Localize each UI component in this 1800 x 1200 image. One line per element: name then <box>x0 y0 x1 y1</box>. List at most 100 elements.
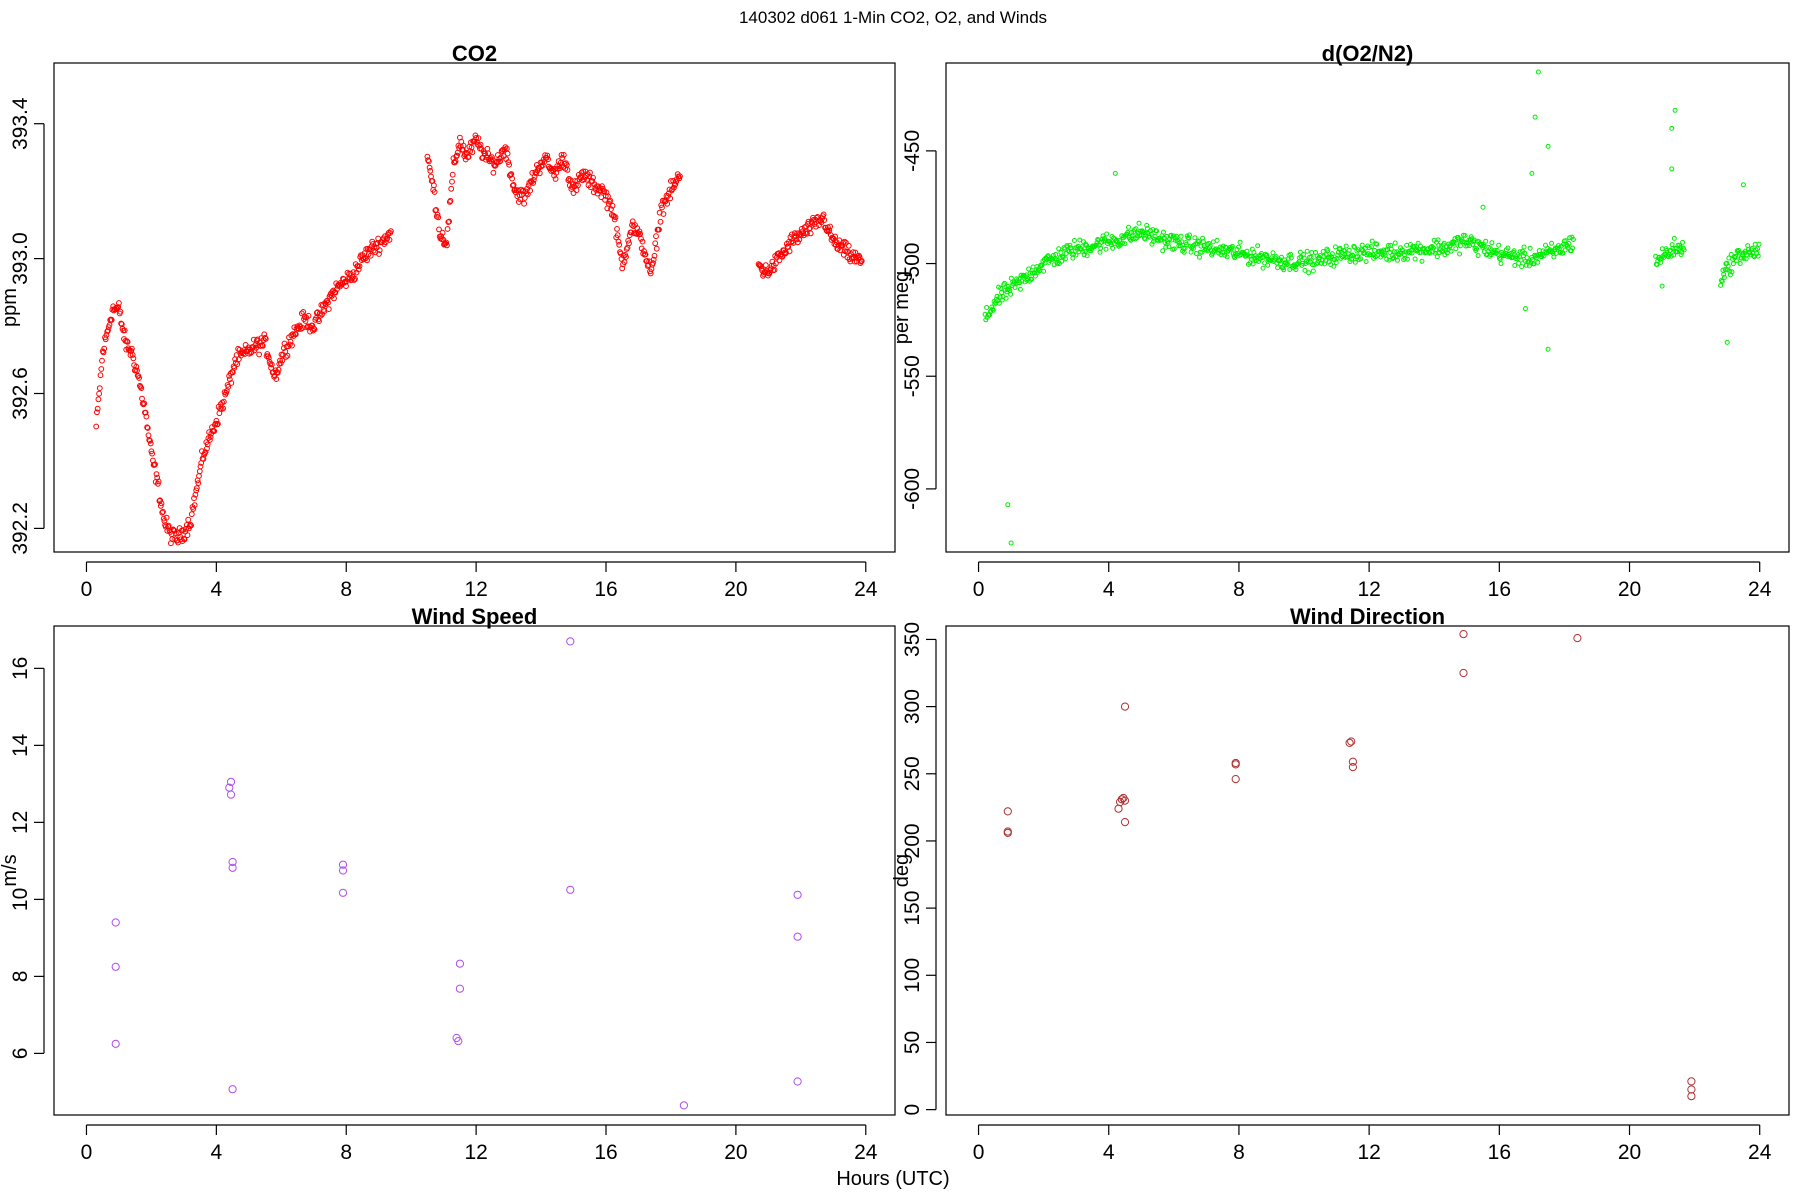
data-point <box>127 352 134 359</box>
data-point <box>482 150 489 157</box>
data-point <box>332 289 339 296</box>
plot-frame <box>53 62 896 553</box>
data-point <box>1440 248 1446 254</box>
data-point <box>1019 278 1025 284</box>
data-point <box>1391 249 1397 255</box>
x-tick-label: 4 <box>1103 1141 1115 1164</box>
data-point <box>250 336 257 343</box>
data-point <box>1516 260 1522 266</box>
data-point <box>1535 69 1541 75</box>
data-point <box>1193 251 1199 256</box>
data-point <box>1532 114 1538 120</box>
data-point <box>232 359 239 366</box>
data-point <box>443 239 450 246</box>
data-point <box>829 234 836 241</box>
data-point <box>788 239 794 246</box>
y-tick-label: 12 <box>9 811 32 834</box>
data-point <box>455 984 464 993</box>
data-point <box>564 167 571 173</box>
data-point <box>607 197 614 204</box>
data-point <box>1214 237 1220 243</box>
data-point <box>181 536 188 543</box>
data-point <box>153 471 160 478</box>
data-point <box>1498 261 1504 267</box>
data-point <box>204 445 210 452</box>
data-point <box>1017 286 1023 292</box>
data-point <box>530 180 536 186</box>
data-point <box>1722 267 1728 272</box>
data-point <box>1352 259 1358 265</box>
data-point <box>149 450 156 457</box>
data-point <box>786 248 793 255</box>
data-point <box>325 306 332 313</box>
data-point <box>279 357 286 364</box>
data-point <box>623 254 629 260</box>
data-point <box>1570 245 1576 251</box>
data-point <box>850 249 856 256</box>
panel-title: Wind Direction <box>1290 604 1445 629</box>
data-point <box>1448 248 1454 254</box>
data-point <box>1392 240 1398 246</box>
data-point <box>1186 235 1192 241</box>
data-point <box>1475 253 1481 259</box>
data-point <box>144 424 151 431</box>
data-point <box>1126 224 1131 230</box>
data-point <box>1457 243 1463 249</box>
data-point <box>615 238 622 245</box>
data-point <box>170 526 177 533</box>
data-point <box>521 200 527 207</box>
data-point <box>1737 261 1743 266</box>
data-point <box>545 156 551 163</box>
data-point <box>650 260 656 266</box>
data-point <box>211 428 218 435</box>
data-point <box>1359 242 1365 248</box>
data-point <box>444 226 451 232</box>
data-point <box>1237 239 1243 245</box>
data-point <box>1133 226 1139 232</box>
data-point <box>1487 246 1493 252</box>
data-point <box>1305 259 1311 265</box>
data-point <box>313 309 320 316</box>
data-point <box>1306 270 1312 276</box>
y-axis-label: deg <box>891 854 913 887</box>
data-point <box>651 252 658 259</box>
data-point <box>1453 246 1459 252</box>
data-point <box>471 138 478 145</box>
data-point <box>1678 252 1684 258</box>
data-point <box>1368 244 1374 250</box>
data-point <box>1300 260 1306 266</box>
x-tick-label: 12 <box>1357 578 1380 601</box>
data-point <box>1029 277 1035 282</box>
data-point <box>1729 269 1735 275</box>
data-point <box>202 449 209 456</box>
data-point <box>108 317 115 323</box>
data-point <box>143 413 150 420</box>
plot-frame <box>945 62 1790 553</box>
panel-title: d(O2/N2) <box>1322 41 1414 66</box>
data-point <box>1718 278 1724 283</box>
data-point <box>1008 291 1014 297</box>
data-point <box>832 233 838 240</box>
data-point <box>656 209 663 216</box>
data-point <box>1522 250 1528 256</box>
data-point <box>650 256 657 263</box>
panel-o2: d(O2/N2) 0 4 8 12 16 20 24 -600 -550 -500 -450 per m… <box>891 41 1790 601</box>
data-point <box>99 357 105 364</box>
data-point <box>1325 248 1331 254</box>
data-point <box>1428 244 1434 250</box>
x-tick-label: 24 <box>854 1141 878 1164</box>
data-point <box>1351 243 1357 249</box>
y-tick-label: 6 <box>9 1048 32 1060</box>
data-point <box>116 300 122 306</box>
data-point <box>426 158 432 165</box>
data-point <box>493 159 500 166</box>
data-point <box>101 345 108 352</box>
data-point <box>1497 255 1502 261</box>
data-point <box>616 241 623 248</box>
plot-frame <box>53 625 896 1116</box>
data-point <box>191 502 198 509</box>
data-point <box>320 307 327 313</box>
data-point <box>762 262 769 269</box>
data-point <box>1536 248 1542 254</box>
